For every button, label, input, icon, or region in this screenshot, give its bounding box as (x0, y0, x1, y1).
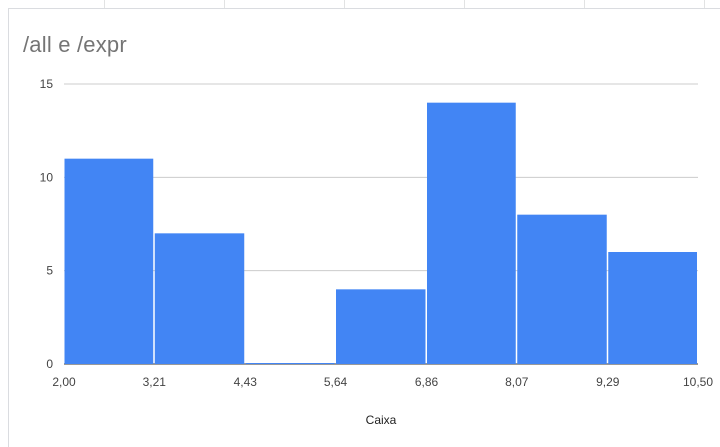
x-tick-label: 3,21 (143, 375, 167, 389)
x-tick-label: 5,64 (324, 375, 348, 389)
histogram-bar[interactable] (336, 289, 426, 364)
x-tick-label: 6,86 (415, 375, 439, 389)
histogram-bar[interactable] (64, 158, 154, 364)
histogram-bar[interactable] (154, 233, 245, 364)
histogram-bar[interactable] (517, 214, 607, 364)
x-tick-label: 4,43 (234, 375, 258, 389)
histogram-bar[interactable] (426, 102, 516, 365)
x-axis-title: Caixa (366, 413, 397, 427)
y-tick-label: 15 (40, 77, 54, 91)
y-tick-label: 0 (46, 357, 53, 371)
x-tick-label: 2,00 (52, 375, 76, 389)
y-axis-ticks: 0 5 10 15 (40, 77, 54, 371)
chart-title: /all e /expr (23, 32, 127, 57)
x-tick-label: 10,50 (683, 375, 713, 389)
bars (64, 102, 697, 365)
x-axis-ticks: 2,00 3,21 4,43 5,64 6,86 8,07 9,29 10,50 (52, 375, 713, 389)
y-tick-label: 5 (46, 264, 53, 278)
x-tick-label: 9,29 (596, 375, 620, 389)
y-tick-label: 10 (40, 170, 54, 184)
x-tick-label: 8,07 (505, 375, 529, 389)
histogram-bar[interactable] (245, 363, 335, 364)
histogram-bar[interactable] (608, 252, 697, 364)
